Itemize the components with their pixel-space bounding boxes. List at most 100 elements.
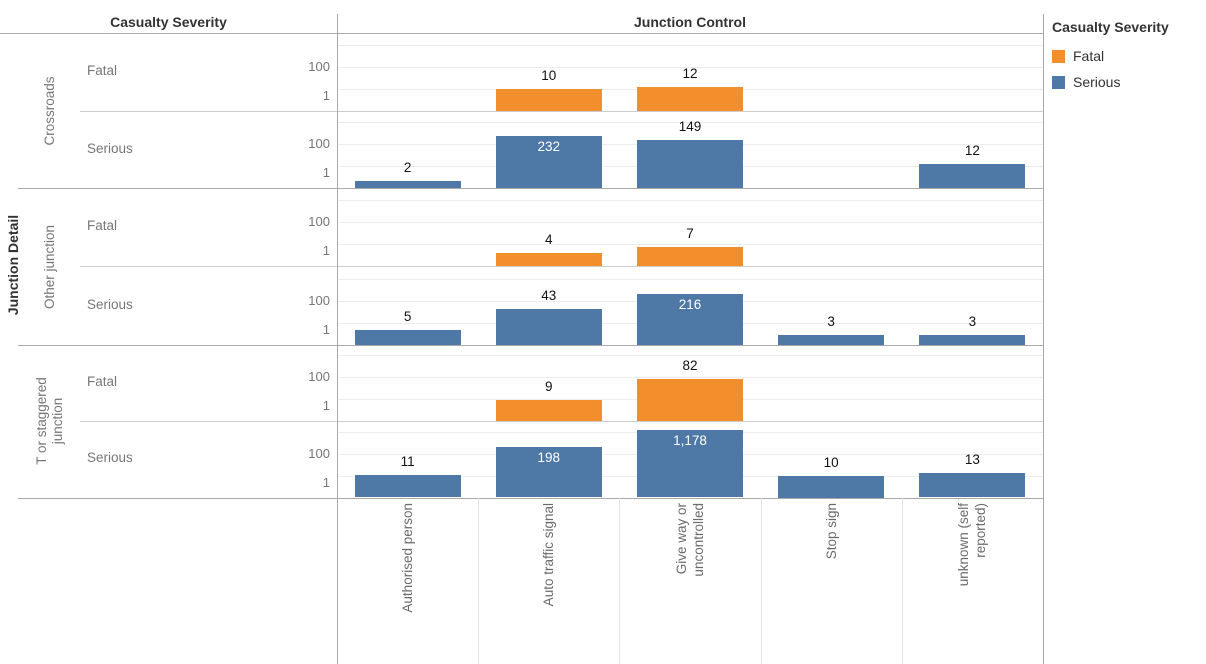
bar-other-junction-serious-authorised-person[interactable] — [354, 329, 461, 345]
bar-other-junction-serious-unknown-self-reported[interactable] — [919, 334, 1026, 345]
y-tick-label: 100 — [308, 136, 330, 151]
severity-label-crossroads-fatal: Fatal — [87, 63, 118, 78]
bar-value-label: 232 — [537, 138, 561, 154]
category-label-give-way-or-uncontrolled: Give way or uncontrolled — [674, 503, 706, 577]
gridline — [337, 279, 1043, 280]
y-tick-label: 1 — [322, 322, 330, 337]
category-label-unknown-self-reported: unknown (self reported) — [956, 503, 989, 587]
y-tick-label: 1 — [322, 165, 330, 180]
y-tick-label: 100 — [308, 59, 330, 74]
bar-value-label: 43 — [541, 288, 557, 304]
label-band-divider — [760, 497, 762, 664]
category-label-authorised-person: Authorised person — [400, 503, 416, 613]
bar-t-or-staggered-junction-fatal-auto-traffic-signal[interactable] — [495, 400, 602, 421]
bar-value-label: 3 — [827, 313, 835, 329]
plot-bottom-border — [18, 497, 1043, 499]
bar-value-label: 11 — [400, 453, 415, 469]
bar-t-or-staggered-junction-serious-authorised-person[interactable] — [354, 474, 461, 498]
gridline — [337, 377, 1043, 378]
bar-value-label: 7 — [686, 226, 694, 242]
bar-value-label: 5 — [403, 308, 412, 324]
gridline — [337, 67, 1043, 68]
plot-left-border — [337, 14, 338, 664]
gridline — [337, 45, 1043, 46]
bar-value-label: 12 — [682, 66, 698, 82]
bar-t-or-staggered-junction-fatal-give-way-or-uncontrolled[interactable] — [637, 378, 743, 421]
bar-value-label: 12 — [964, 143, 980, 159]
legend-swatch-fatal — [1052, 49, 1065, 63]
bar-value-label: 1,178 — [673, 432, 707, 448]
y-tick-label: 1 — [322, 243, 330, 258]
gridline — [337, 244, 1043, 245]
gridline — [337, 200, 1043, 201]
y-tick-label: 1 — [322, 398, 330, 413]
group-divider — [18, 345, 1043, 346]
bar-other-junction-serious-stop-sign[interactable] — [778, 334, 885, 345]
gridline — [337, 222, 1043, 223]
severity-label-t-or-staggered-junction-serious: Serious — [87, 450, 133, 466]
bar-value-label: 149 — [678, 119, 702, 135]
label-band-divider — [901, 497, 903, 664]
y-tick-label: 100 — [308, 369, 330, 384]
bar-value-label: 82 — [682, 357, 698, 373]
category-label-auto-traffic-signal: Auto traffic signal — [541, 503, 557, 607]
legend: Casualty Severity Fatal Serious — [1052, 19, 1169, 95]
bar-t-or-staggered-junction-serious-give-way-or-uncontrolled[interactable] — [637, 429, 743, 498]
bar-other-junction-serious-give-way-or-uncontrolled[interactable] — [637, 293, 743, 345]
bar-crossroads-serious-auto-traffic-signal[interactable] — [495, 135, 602, 188]
group-divider — [18, 188, 1043, 189]
bar-value-label: 13 — [964, 451, 980, 467]
bar-crossroads-fatal-give-way-or-uncontrolled[interactable] — [637, 87, 743, 111]
legend-swatch-serious — [1052, 75, 1065, 89]
gridline — [337, 355, 1043, 356]
bar-value-label: 10 — [541, 68, 557, 83]
bar-value-label: 3 — [968, 313, 977, 329]
severity-divider — [80, 111, 1043, 112]
bar-other-junction-fatal-auto-traffic-signal[interactable] — [495, 252, 602, 266]
plot-top-border — [0, 33, 1043, 34]
severity-divider — [80, 266, 1043, 267]
legend-item-label-serious: Serious — [1073, 74, 1121, 90]
group-label-t-or-staggered-junction: T or staggered junction — [34, 377, 65, 466]
y-tick-label: 1 — [322, 474, 330, 490]
row-header: Casualty Severity — [110, 14, 227, 30]
bar-crossroads-serious-give-way-or-uncontrolled[interactable] — [637, 140, 743, 188]
label-band-divider — [619, 497, 621, 664]
bar-t-or-staggered-junction-serious-unknown-self-reported[interactable] — [919, 472, 1026, 498]
legend-item-serious[interactable]: Serious — [1052, 69, 1169, 95]
group-label-crossroads: Crossroads — [42, 75, 57, 146]
y-tick-label: 1 — [322, 88, 330, 103]
legend-title: Casualty Severity — [1052, 19, 1169, 35]
legend-item-fatal[interactable]: Fatal — [1052, 43, 1169, 69]
y-tick-label: 100 — [308, 445, 330, 461]
bar-other-junction-fatal-give-way-or-uncontrolled[interactable] — [637, 247, 743, 266]
bar-value-label: 2 — [403, 160, 412, 176]
bar-crossroads-serious-authorised-person[interactable] — [354, 181, 461, 188]
bar-crossroads-serious-unknown-self-reported[interactable] — [919, 164, 1026, 188]
bar-value-label: 10 — [823, 454, 839, 470]
plot-right-border — [1043, 14, 1044, 664]
category-label-stop-sign: Stop sign — [823, 503, 839, 560]
gridline — [337, 122, 1043, 123]
severity-label-t-or-staggered-junction-fatal: Fatal — [87, 374, 118, 389]
legend-item-label-fatal: Fatal — [1073, 48, 1105, 64]
group-label-other-junction: Other junction — [42, 224, 57, 309]
bar-value-label: 198 — [537, 449, 561, 465]
bar-crossroads-fatal-auto-traffic-signal[interactable] — [495, 89, 602, 111]
y-tick-label: 100 — [308, 293, 330, 308]
severity-label-other-junction-fatal: Fatal — [87, 218, 118, 233]
severity-label-other-junction-serious: Serious — [87, 296, 133, 312]
bar-t-or-staggered-junction-serious-stop-sign[interactable] — [778, 475, 885, 498]
label-band-divider — [478, 497, 480, 664]
bar-other-junction-serious-auto-traffic-signal[interactable] — [495, 309, 602, 345]
bar-value-label: 9 — [545, 379, 553, 394]
bar-value-label: 216 — [678, 296, 702, 312]
bar-t-or-staggered-junction-serious-auto-traffic-signal[interactable] — [495, 446, 602, 498]
col-header: Junction Control — [634, 14, 746, 30]
bar-value-label: 4 — [545, 231, 553, 247]
severity-label-crossroads-serious: Serious — [87, 140, 133, 156]
severity-divider — [80, 421, 1043, 422]
row-axis-title: Junction Detail — [5, 214, 21, 316]
y-tick-label: 100 — [308, 214, 330, 229]
